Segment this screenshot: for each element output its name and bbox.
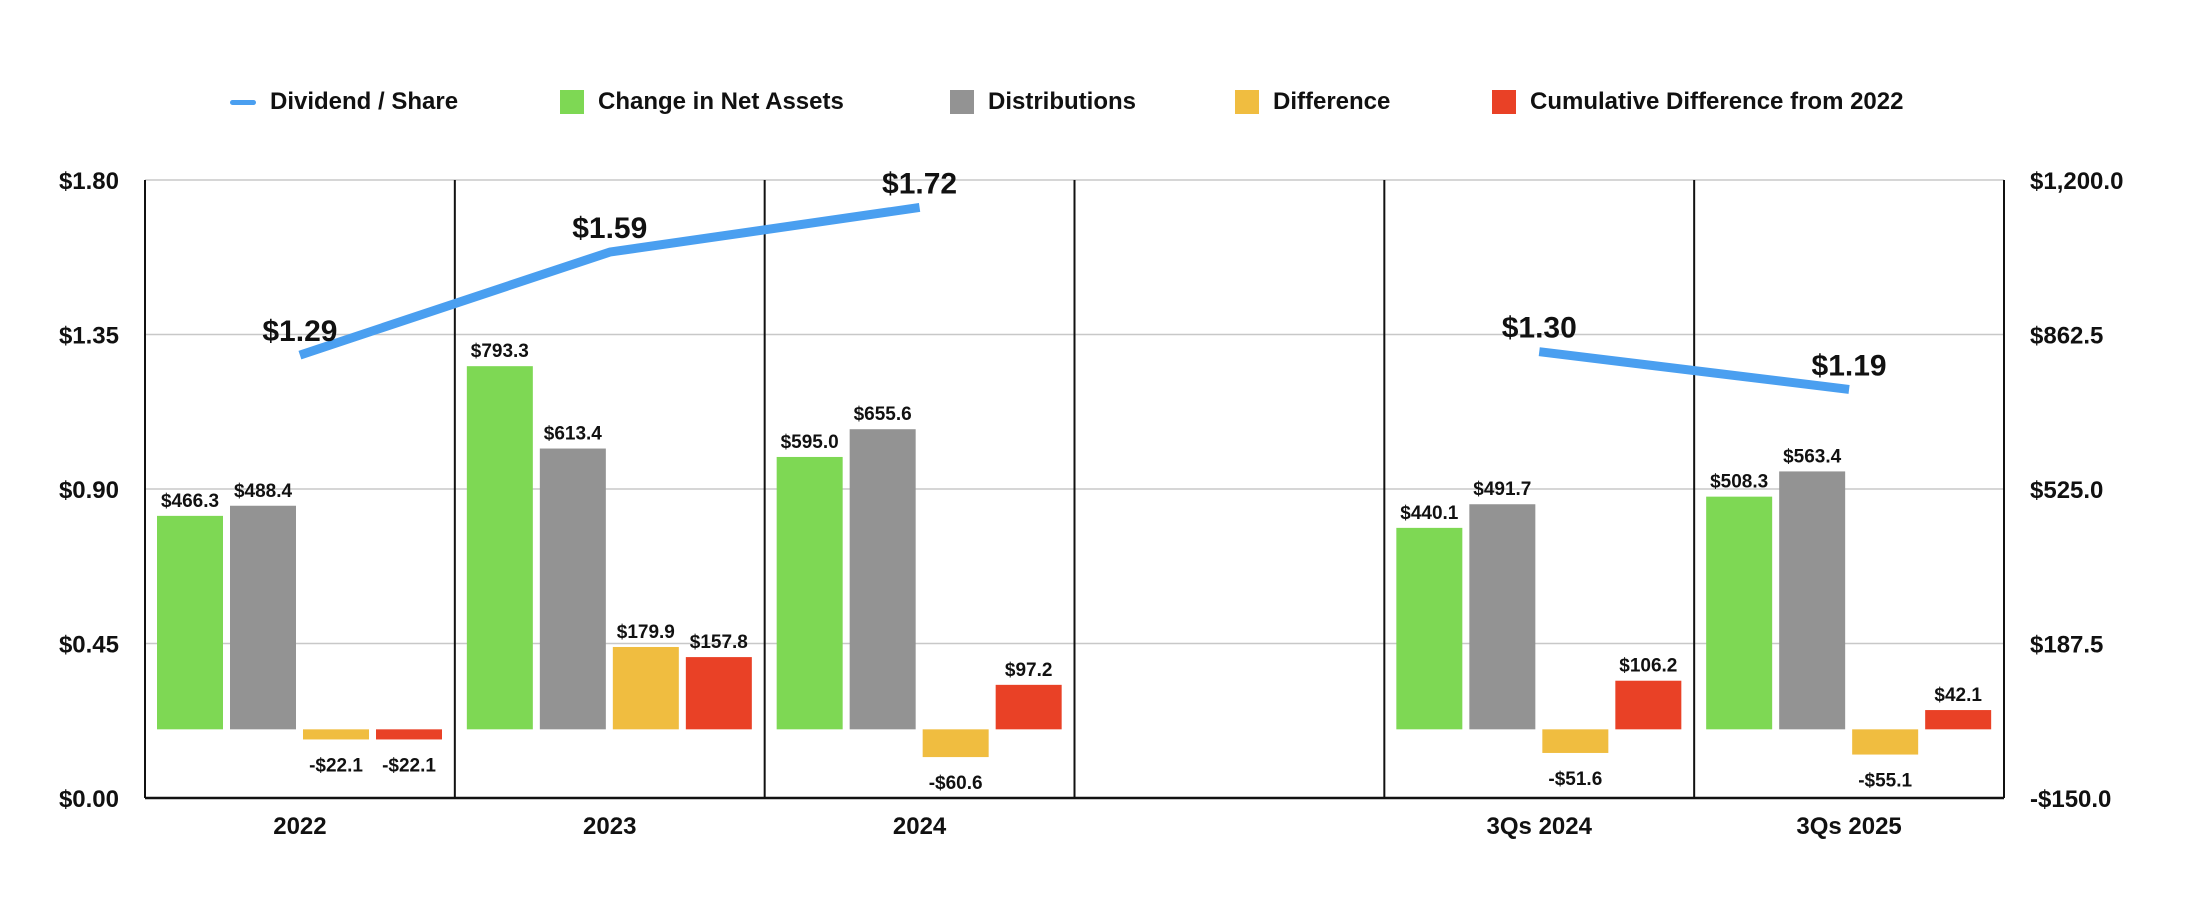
bar-data-label: $491.7 — [1473, 479, 1531, 500]
bar-difference — [1852, 729, 1919, 755]
bar-data-label: $179.9 — [617, 622, 675, 643]
bar-cumulative-difference-from-2022 — [376, 729, 442, 740]
x-tick-label: 2023 — [583, 813, 636, 840]
bar-data-label: $613.4 — [544, 424, 603, 445]
y-left-tick-label: $1.35 — [59, 323, 119, 350]
bar-data-label: -$55.1 — [1858, 771, 1912, 792]
bar-data-label: $97.2 — [1005, 660, 1053, 681]
dividend-point-label: $1.72 — [882, 167, 957, 200]
legend-label: Difference — [1273, 88, 1391, 115]
y-right-tick-label: $862.5 — [2030, 323, 2103, 350]
bar-data-label: $563.4 — [1783, 446, 1842, 467]
x-tick-label: 2022 — [273, 813, 326, 840]
bar-distributions — [1469, 504, 1536, 730]
chart-legend: Dividend / Share Change in Net Assets Dist… — [0, 82, 2194, 122]
dividend-line — [1538, 347, 1850, 394]
bar-data-label: -$60.6 — [929, 773, 983, 794]
bar-change-in-net-assets — [1706, 496, 1773, 730]
bar-distributions — [230, 505, 296, 730]
bar-change-in-net-assets — [466, 366, 533, 730]
bar-cumulative-difference-from-2022 — [1925, 710, 1992, 730]
x-tick-label: 3Qs 2024 — [1487, 813, 1593, 840]
bar-change-in-net-assets — [157, 515, 223, 730]
bar-change-in-net-assets — [1396, 527, 1463, 730]
legend-label: Dividend / Share — [270, 88, 459, 115]
bar-cumulative-difference-from-2022 — [1615, 680, 1682, 730]
y-left-tick-label: $0.90 — [59, 477, 119, 504]
bar-cumulative-difference-from-2022 — [685, 657, 752, 730]
bar-difference — [303, 729, 369, 740]
bar-data-label: -$22.1 — [309, 755, 363, 776]
bar-data-label: -$22.1 — [382, 755, 436, 776]
legend-swatch — [1492, 90, 1516, 114]
bar-data-label: $595.0 — [781, 432, 839, 453]
bar-distributions — [539, 448, 606, 730]
bar-difference — [1542, 729, 1609, 753]
legend-item: Change in Net Assets — [560, 82, 844, 122]
dividend-point-label: $1.30 — [1502, 312, 1577, 345]
bar-data-label: $466.3 — [161, 491, 219, 512]
dividend-point-label: $1.19 — [1812, 349, 1887, 382]
bar-data-label: $440.1 — [1400, 503, 1459, 524]
bar-distributions — [1779, 471, 1846, 730]
y-right-tick-label: -$150.0 — [2030, 786, 2111, 813]
legend-item: Dividend / Share — [230, 82, 458, 122]
bar-data-label: $793.3 — [471, 341, 529, 362]
bar-difference — [612, 646, 679, 730]
bar-distributions — [849, 429, 916, 730]
legend-label: Cumulative Difference from 2022 — [1530, 88, 1904, 115]
bar-cumulative-difference-from-2022 — [995, 684, 1062, 730]
dividend-point-label: $1.59 — [572, 212, 647, 245]
y-right-tick-label: $187.5 — [2030, 632, 2103, 659]
bar-data-label: $508.3 — [1710, 472, 1768, 493]
y-left-tick-label: $1.80 — [59, 168, 119, 195]
legend-item: Distributions — [950, 82, 1136, 122]
bar-data-label: $655.6 — [854, 404, 912, 425]
legend-swatch — [230, 99, 256, 105]
legend-label: Distributions — [988, 88, 1136, 115]
bar-data-label: -$51.6 — [1548, 769, 1602, 790]
dividend-point-label: $1.29 — [262, 315, 337, 348]
legend-swatch — [560, 90, 584, 114]
y-left-tick-label: $0.00 — [59, 786, 119, 813]
bar-data-label: $42.1 — [1934, 685, 1982, 706]
x-tick-label: 2024 — [893, 813, 947, 840]
legend-swatch — [1235, 90, 1259, 114]
bar-data-label: $106.2 — [1619, 656, 1677, 677]
legend-item: Cumulative Difference from 2022 — [1492, 82, 1903, 122]
x-tick-label: 3Qs 2025 — [1796, 813, 1901, 840]
bar-data-label: $157.8 — [690, 632, 748, 653]
bar-data-label: $488.4 — [234, 481, 293, 502]
bar-difference — [922, 729, 989, 758]
legend-item: Difference — [1235, 82, 1390, 122]
legend-label: Change in Net Assets — [598, 88, 844, 115]
dividend-line — [298, 203, 921, 360]
legend-swatch — [950, 90, 974, 114]
y-left-tick-label: $0.45 — [59, 632, 119, 659]
y-right-tick-label: $1,200.0 — [2030, 168, 2123, 195]
bar-change-in-net-assets — [776, 456, 843, 730]
y-right-tick-label: $525.0 — [2030, 477, 2103, 504]
